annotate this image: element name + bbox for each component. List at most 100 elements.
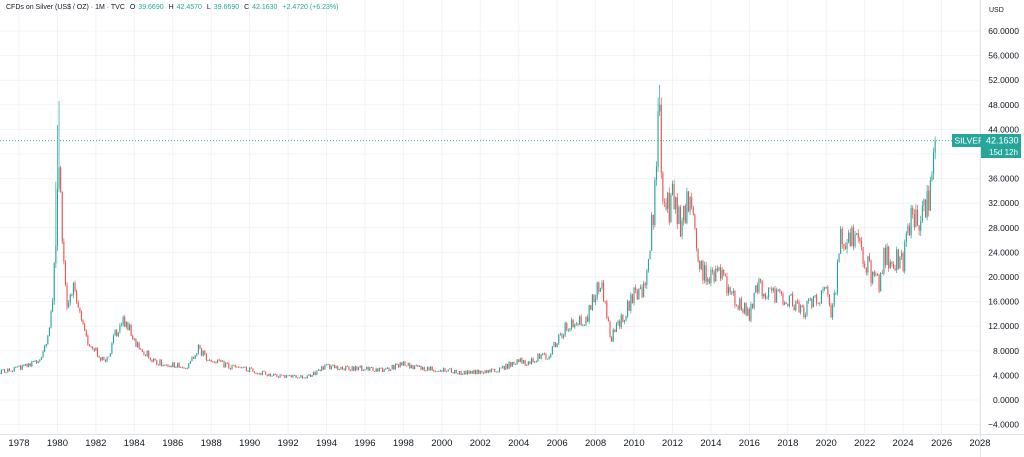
- candle-body: [896, 249, 898, 271]
- candle-body: [101, 357, 103, 361]
- candle-body: [247, 370, 249, 372]
- price-tick-label: 24.0000: [988, 247, 1019, 257]
- time-tick-label: 2006: [547, 438, 568, 449]
- candle-body: [526, 365, 528, 366]
- candle-body: [66, 284, 68, 308]
- candle-body: [285, 375, 288, 378]
- candle-body: [841, 228, 843, 245]
- time-scale[interactable]: 1978 1980 1982 1984 1986 1988 1990 1992 1994 1996…: [8, 438, 990, 449]
- candle-body: [812, 296, 814, 308]
- price-tick-label: 36.0000: [988, 174, 1019, 184]
- candle-body: [824, 287, 826, 290]
- candle-body: [546, 358, 549, 360]
- candle-body: [660, 104, 662, 173]
- candle-body: [579, 316, 581, 325]
- candle-body: [492, 368, 494, 370]
- candle-body: [241, 367, 243, 369]
- candle-body: [726, 276, 728, 294]
- candle-body: [194, 355, 196, 359]
- candle-body: [295, 375, 297, 378]
- candle-body: [729, 287, 731, 293]
- candle-body: [349, 370, 352, 372]
- candle-body: [188, 363, 190, 368]
- candle-body: [433, 370, 435, 372]
- candle-body: [289, 375, 291, 377]
- candle-body: [431, 366, 433, 371]
- candle-body: [500, 367, 502, 369]
- candle-body: [417, 365, 419, 367]
- candle-body: [622, 314, 624, 322]
- candle-body: [918, 225, 920, 231]
- candle-body: [923, 199, 925, 206]
- candle-body: [314, 371, 316, 375]
- candle-body: [47, 336, 49, 345]
- symbol-description[interactable]: CFDs on Silver (US$ / OZ) · 1M · TVC: [6, 4, 125, 11]
- candle-body: [692, 207, 694, 215]
- price-tick-label: 32.0000: [988, 198, 1019, 208]
- price-tick-label: 52.0000: [988, 75, 1019, 85]
- candle-body: [178, 363, 180, 368]
- time-tick-label: 2004: [508, 438, 529, 449]
- legend-header[interactable]: CFDs on Silver (US$ / OZ) · 1M · TVC O 39…: [6, 4, 341, 11]
- candle-body: [189, 361, 191, 364]
- candle-body: [359, 365, 361, 368]
- candle-body: [739, 298, 741, 310]
- candle-body: [218, 359, 220, 361]
- candle-body: [591, 294, 593, 310]
- candle-body: [16, 366, 18, 368]
- candle-body: [220, 360, 222, 362]
- candle-body: [593, 294, 595, 303]
- candle-body: [470, 371, 472, 374]
- price-scale[interactable]: 60.000056.000052.000048.000044.000040.00…: [988, 26, 1019, 430]
- candle-body: [401, 362, 403, 365]
- candle-body: [721, 269, 723, 279]
- candle-body: [636, 290, 638, 300]
- candle-body: [444, 368, 446, 372]
- candle-body: [784, 302, 786, 305]
- open-label: O: [129, 4, 136, 11]
- candle-body: [95, 348, 97, 351]
- candle-body: [446, 371, 448, 372]
- candle-body: [212, 361, 214, 363]
- candle-body: [303, 377, 305, 379]
- candle-body: [708, 278, 710, 284]
- candle-body: [846, 242, 848, 249]
- candle-body: [383, 369, 385, 372]
- candle-body: [80, 311, 83, 320]
- candle-body: [916, 209, 919, 226]
- candle-body: [249, 367, 251, 372]
- candle-body: [498, 367, 501, 372]
- candle-body: [119, 325, 121, 333]
- candle-body: [255, 373, 257, 374]
- candle-body: [468, 370, 470, 374]
- candle-body: [527, 361, 529, 366]
- candle-body: [827, 287, 829, 295]
- price-badge: SILVER 42.1630 15d 12h: [952, 134, 1021, 158]
- candle-body: [884, 247, 887, 266]
- candle-body: [263, 371, 265, 372]
- candle-body: [612, 329, 614, 342]
- candle-body: [771, 288, 773, 291]
- candle-body: [319, 369, 321, 372]
- candle-body: [20, 365, 22, 370]
- candle-body: [904, 242, 906, 272]
- candle-body: [723, 269, 725, 275]
- candle-body: [116, 330, 118, 336]
- candle-body: [120, 324, 123, 326]
- candle-body: [193, 357, 195, 359]
- candle-body: [136, 342, 139, 347]
- candle-body: [201, 348, 203, 356]
- candle-body: [567, 329, 569, 331]
- candle-body: [32, 361, 34, 363]
- candle-body: [374, 371, 376, 372]
- candle-body: [228, 363, 230, 369]
- candle-body: [495, 371, 497, 373]
- candle-body: [297, 377, 299, 379]
- candle-body: [332, 364, 334, 366]
- candle-body: [237, 366, 239, 368]
- candle-body: [633, 287, 635, 304]
- candle-body: [553, 342, 555, 347]
- candle-body: [628, 301, 630, 311]
- candle-body: [820, 290, 822, 303]
